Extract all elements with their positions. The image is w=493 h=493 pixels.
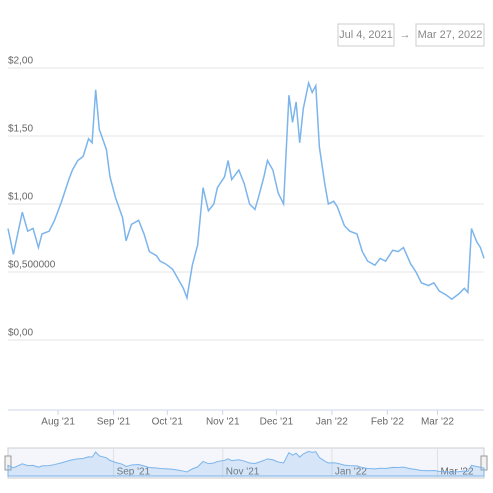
- range-to-box[interactable]: [415, 23, 485, 47]
- x-tick-label: Mar '22: [421, 417, 454, 428]
- y-tick-label: $0,00: [8, 328, 33, 339]
- x-tick-label: Jan '22: [316, 417, 348, 428]
- x-tick-label: Oct '21: [152, 417, 184, 428]
- y-tick-label: $1,50: [8, 124, 33, 135]
- x-tick-label: Feb '22: [371, 417, 404, 428]
- range-from[interactable]: Jul 4, 2021: [339, 29, 393, 41]
- range-separator: →: [400, 29, 411, 41]
- range-to[interactable]: Mar 27, 2022: [418, 29, 483, 41]
- x-tick-label: Nov '21: [206, 417, 240, 428]
- y-tick-label: $2,00: [8, 56, 33, 67]
- y-tick-label: $0,500000: [8, 260, 56, 271]
- navigator-tick-label: Jan '22: [335, 467, 367, 478]
- x-tick-label: Sep '21: [97, 417, 131, 428]
- y-tick-label: $1,00: [8, 192, 33, 203]
- x-tick-label: Aug '21: [41, 417, 75, 428]
- navigator-area: [7, 450, 485, 477]
- navigator-tick-label: Nov '21: [226, 467, 260, 478]
- range-from-box[interactable]: [337, 23, 395, 47]
- navigator-tick-label: Sep '21: [117, 467, 151, 478]
- x-tick-label: Dec '21: [260, 417, 294, 428]
- price-line: [7, 80, 485, 301]
